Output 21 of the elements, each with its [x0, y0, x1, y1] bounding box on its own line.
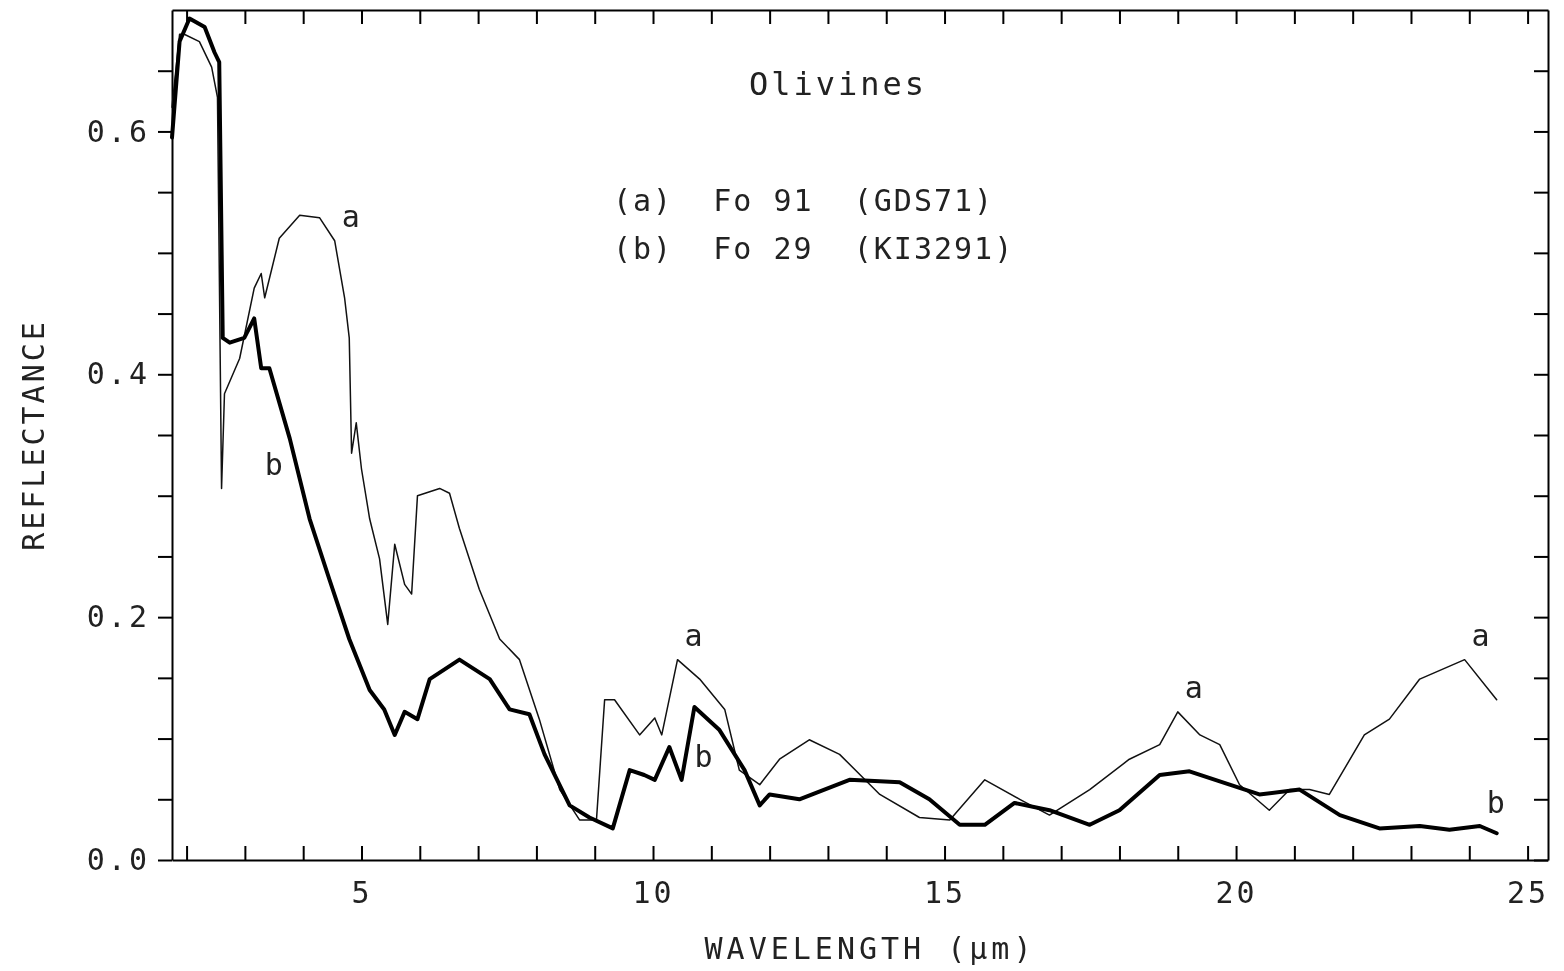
annotation: (a) Fo 91 (GDS71): [613, 183, 995, 218]
x-tick-label: 5: [351, 875, 373, 911]
x-tick-label: 25: [1507, 875, 1550, 911]
x-tick-label: 10: [632, 875, 675, 911]
x-tick-label: 15: [923, 875, 967, 911]
y-tick-label: 0.4: [86, 356, 150, 392]
annotation: a: [1184, 670, 1203, 706]
annotation: b: [694, 738, 713, 774]
annotation: b: [264, 447, 283, 483]
annotation: a: [341, 199, 360, 235]
y-tick-label: 0.2: [86, 599, 150, 635]
x-tick-label: 20: [1215, 875, 1258, 911]
y-tick-label: 0.6: [86, 113, 150, 149]
annotation: a: [684, 618, 703, 654]
text: Olivines: [748, 65, 928, 103]
annotation: b: [1486, 784, 1505, 820]
annotation: (b) Fo 29 (KI3291): [613, 231, 1015, 266]
y-axis-title: REFLECTANCE: [16, 319, 51, 551]
y-tick-label: 0.0: [86, 842, 150, 878]
annotation: a: [1471, 618, 1490, 654]
x-axis-title: WAVELENGTH (μm): [704, 931, 1036, 966]
